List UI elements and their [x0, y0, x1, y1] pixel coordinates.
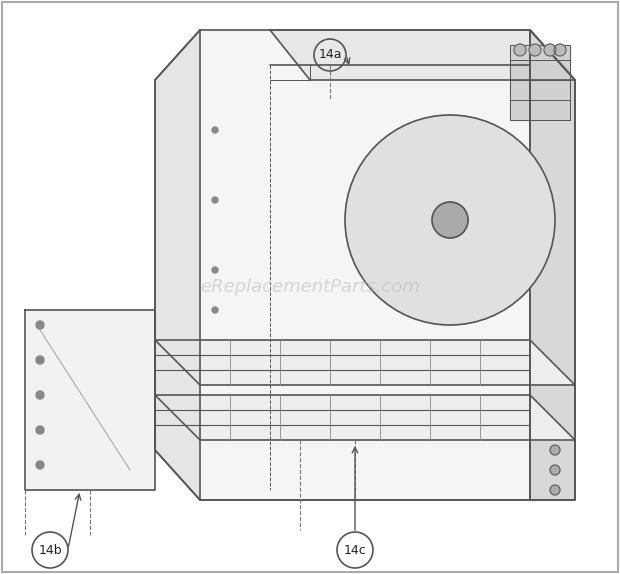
Circle shape — [212, 197, 218, 203]
Circle shape — [514, 44, 526, 56]
Polygon shape — [530, 30, 575, 500]
Circle shape — [550, 485, 560, 495]
Circle shape — [212, 267, 218, 273]
Text: 14a: 14a — [318, 48, 342, 61]
Text: 14c: 14c — [343, 544, 366, 557]
Circle shape — [212, 307, 218, 313]
Circle shape — [550, 445, 560, 455]
Circle shape — [345, 115, 555, 325]
Circle shape — [36, 461, 44, 469]
Polygon shape — [270, 30, 575, 80]
Circle shape — [36, 426, 44, 434]
Polygon shape — [510, 45, 570, 120]
Circle shape — [554, 44, 566, 56]
Circle shape — [432, 202, 468, 238]
Circle shape — [550, 465, 560, 475]
Text: 14b: 14b — [38, 544, 62, 557]
Polygon shape — [25, 310, 155, 490]
Circle shape — [529, 44, 541, 56]
Polygon shape — [155, 340, 575, 385]
Circle shape — [544, 44, 556, 56]
Polygon shape — [155, 395, 575, 440]
Polygon shape — [155, 30, 575, 500]
Circle shape — [36, 391, 44, 399]
Circle shape — [212, 127, 218, 133]
Text: eReplacementParts.com: eReplacementParts.com — [200, 278, 420, 296]
Circle shape — [36, 321, 44, 329]
Circle shape — [36, 356, 44, 364]
Polygon shape — [155, 30, 200, 500]
